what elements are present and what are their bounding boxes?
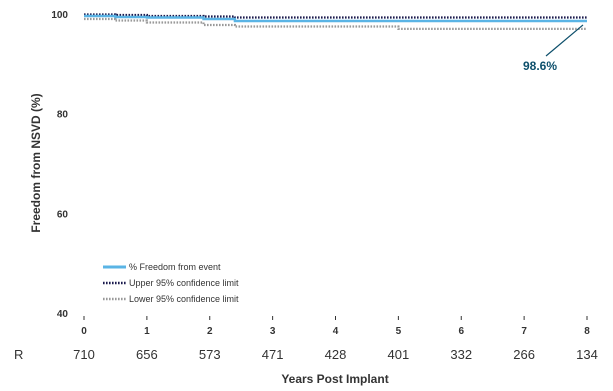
x-tick-label: 0 [81,326,87,337]
x-tick-label: 8 [584,326,590,337]
risk-table-value: 573 [199,347,221,362]
risk-table-value: 656 [136,347,158,362]
series-line-2 [84,13,587,19]
series-line-3 [84,17,587,30]
y-axis-label: Freedom from NSVD (%) [29,93,43,232]
risk-table-label: R [14,347,23,362]
risk-table-value: 332 [450,347,472,362]
series-line-1 [84,14,587,23]
risk-table-value: 401 [388,347,410,362]
x-tick-label: 2 [207,326,213,337]
legend-label-2: Upper 95% confidence limit [129,278,239,288]
x-axis-label: Years Post Implant [281,372,388,386]
y-tick-label: 60 [57,209,69,220]
y-tick-label: 100 [51,10,68,21]
x-tick-label: 4 [333,326,339,337]
risk-table-value: 266 [513,347,535,362]
x-tick-label: 6 [458,326,464,337]
risk-table-value: 134 [576,347,598,362]
x-tick-label: 7 [521,326,527,337]
risk-table-value: 471 [262,347,284,362]
x-tick-label: 5 [396,326,402,337]
risk-table-value: 710 [73,347,95,362]
y-tick-label: 80 [57,110,69,121]
legend-label-1: % Freedom from event [129,262,221,272]
x-tick-label: 3 [270,326,276,337]
y-tick-label: 40 [57,309,69,320]
risk-table-value: 428 [325,347,347,362]
x-tick-label: 1 [144,326,150,337]
legend-label-3: Lower 95% confidence limit [129,294,239,304]
annotation-label: 98.6% [523,59,557,73]
annotation-leader [545,24,584,57]
